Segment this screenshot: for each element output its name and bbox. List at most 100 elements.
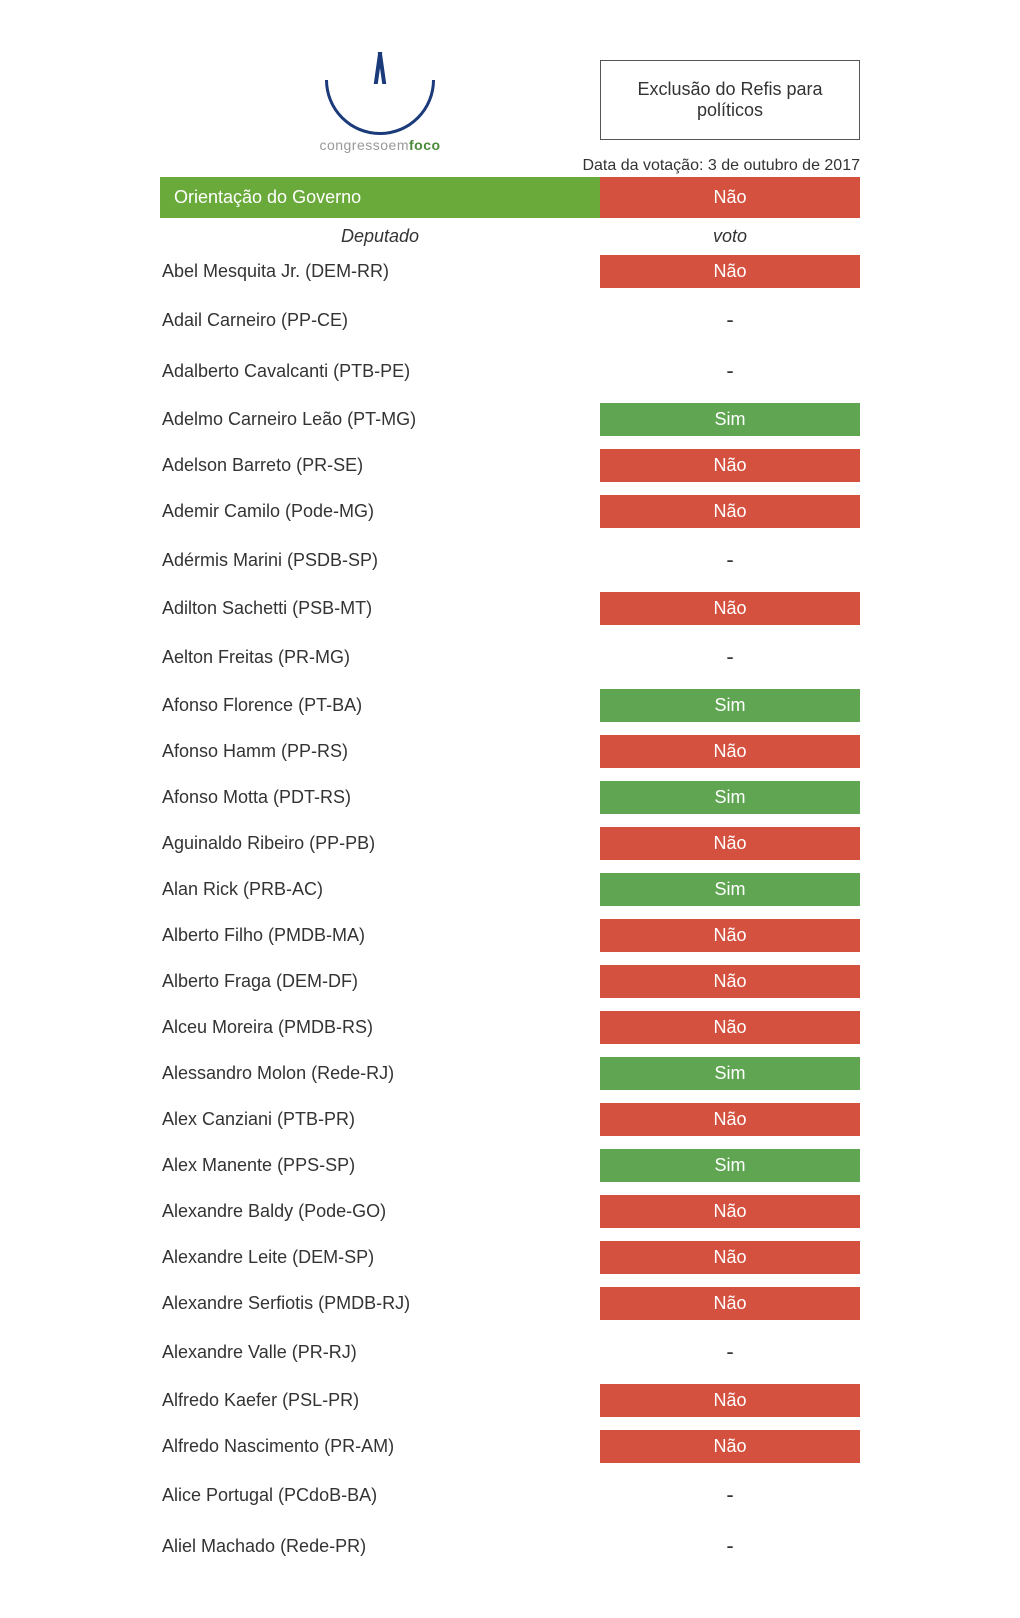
deputy-name: Alice Portugal (PCdoB-BA) — [160, 1485, 600, 1506]
orientation-row: Orientação do Governo Não — [160, 177, 860, 218]
vote-cell: - — [600, 541, 860, 579]
logo-text-plain: congressoem — [319, 137, 409, 153]
deputy-name: Abel Mesquita Jr. (DEM-RR) — [160, 261, 600, 282]
deputy-name: Aguinaldo Ribeiro (PP-PB) — [160, 833, 600, 854]
deputy-name: Adelmo Carneiro Leão (PT-MG) — [160, 409, 600, 430]
vote-cell: Não — [600, 255, 860, 288]
deputy-name: Adelson Barreto (PR-SE) — [160, 455, 600, 476]
title-box: Exclusão do Refis para políticos — [600, 60, 860, 140]
column-header-voto: voto — [600, 226, 860, 247]
deputy-name: Alceu Moreira (PMDB-RS) — [160, 1017, 600, 1038]
table-row: Afonso Motta (PDT-RS)Sim — [160, 781, 860, 814]
deputy-name: Alfredo Nascimento (PR-AM) — [160, 1436, 600, 1457]
logo-text-highlight: foco — [409, 137, 441, 153]
table-row: Alexandre Leite (DEM-SP)Não — [160, 1241, 860, 1274]
vote-cell: Sim — [600, 873, 860, 906]
deputy-name: Adérmis Marini (PSDB-SP) — [160, 550, 600, 571]
vote-cell: Não — [600, 1430, 860, 1463]
deputy-name: Adilton Sachetti (PSB-MT) — [160, 598, 600, 619]
logo: congressoemfoco — [319, 80, 440, 153]
vote-cell: - — [600, 1527, 860, 1565]
table-row: Alan Rick (PRB-AC)Sim — [160, 873, 860, 906]
deputy-name: Alessandro Molon (Rede-RJ) — [160, 1063, 600, 1084]
deputy-name: Alberto Filho (PMDB-MA) — [160, 925, 600, 946]
deputy-name: Alexandre Baldy (Pode-GO) — [160, 1201, 600, 1222]
deputy-name: Alexandre Valle (PR-RJ) — [160, 1342, 600, 1363]
vote-cell: Não — [600, 1011, 860, 1044]
table-row: Adail Carneiro (PP-CE)- — [160, 301, 860, 339]
table-row: Aliel Machado (Rede-PR)- — [160, 1527, 860, 1565]
vote-cell: - — [600, 301, 860, 339]
table-row: Adilton Sachetti (PSB-MT)Não — [160, 592, 860, 625]
column-header-deputado: Deputado — [160, 226, 600, 247]
vote-cell: Não — [600, 1103, 860, 1136]
table-row: Afonso Hamm (PP-RS)Não — [160, 735, 860, 768]
logo-area: congressoemfoco — [160, 60, 600, 153]
vote-cell: Não — [600, 592, 860, 625]
table-row: Alfredo Kaefer (PSL-PR)Não — [160, 1384, 860, 1417]
vote-cell: Não — [600, 449, 860, 482]
deputy-name: Aelton Freitas (PR-MG) — [160, 647, 600, 668]
table-row: Aguinaldo Ribeiro (PP-PB)Não — [160, 827, 860, 860]
deputy-name: Alfredo Kaefer (PSL-PR) — [160, 1390, 600, 1411]
table-row: Alberto Fraga (DEM-DF)Não — [160, 965, 860, 998]
vote-cell: Não — [600, 1384, 860, 1417]
column-headers: Deputado voto — [160, 226, 860, 247]
vote-cell: Não — [600, 495, 860, 528]
table-row: Alessandro Molon (Rede-RJ)Sim — [160, 1057, 860, 1090]
table-row: Adalberto Cavalcanti (PTB-PE)- — [160, 352, 860, 390]
vote-cell: Sim — [600, 1057, 860, 1090]
deputy-name: Aliel Machado (Rede-PR) — [160, 1536, 600, 1557]
deputy-name: Adail Carneiro (PP-CE) — [160, 310, 600, 331]
table-row: Alice Portugal (PCdoB-BA)- — [160, 1476, 860, 1514]
vote-cell: - — [600, 1333, 860, 1371]
deputy-name: Alberto Fraga (DEM-DF) — [160, 971, 600, 992]
header-row: congressoemfoco Exclusão do Refis para p… — [160, 60, 860, 153]
vote-cell: - — [600, 1476, 860, 1514]
vote-date: Data da votação: 3 de outubro de 2017 — [160, 157, 860, 175]
table-row: Alex Manente (PPS-SP)Sim — [160, 1149, 860, 1182]
deputy-name: Ademir Camilo (Pode-MG) — [160, 501, 600, 522]
vote-cell: Não — [600, 1241, 860, 1274]
table-row: Afonso Florence (PT-BA)Sim — [160, 689, 860, 722]
deputy-name: Alex Canziani (PTB-PR) — [160, 1109, 600, 1130]
vote-cell: Não — [600, 735, 860, 768]
deputy-name: Afonso Hamm (PP-RS) — [160, 741, 600, 762]
vote-cell: Não — [600, 919, 860, 952]
table-row: Alexandre Serfiotis (PMDB-RJ)Não — [160, 1287, 860, 1320]
vote-cell: Não — [600, 1195, 860, 1228]
vote-cell: Não — [600, 965, 860, 998]
table-row: Aelton Freitas (PR-MG)- — [160, 638, 860, 676]
vote-cell: - — [600, 638, 860, 676]
deputy-name: Alexandre Serfiotis (PMDB-RJ) — [160, 1293, 600, 1314]
table-row: Ademir Camilo (Pode-MG)Não — [160, 495, 860, 528]
table-row: Adelmo Carneiro Leão (PT-MG)Sim — [160, 403, 860, 436]
table-row: Adelson Barreto (PR-SE)Não — [160, 449, 860, 482]
table-row: Alexandre Valle (PR-RJ)- — [160, 1333, 860, 1371]
deputy-name: Alexandre Leite (DEM-SP) — [160, 1247, 600, 1268]
orientation-vote: Não — [600, 177, 860, 218]
deputy-name: Adalberto Cavalcanti (PTB-PE) — [160, 361, 600, 382]
table-row: Alex Canziani (PTB-PR)Não — [160, 1103, 860, 1136]
vote-cell: - — [600, 352, 860, 390]
rows-container: Abel Mesquita Jr. (DEM-RR)NãoAdail Carne… — [160, 255, 860, 1565]
table-row: Alfredo Nascimento (PR-AM)Não — [160, 1430, 860, 1463]
table-row: Alceu Moreira (PMDB-RS)Não — [160, 1011, 860, 1044]
orientation-label: Orientação do Governo — [160, 177, 600, 218]
vote-cell: Sim — [600, 1149, 860, 1182]
table-row: Adérmis Marini (PSDB-SP)- — [160, 541, 860, 579]
vote-cell: Sim — [600, 689, 860, 722]
vote-cell: Não — [600, 827, 860, 860]
table-row: Alberto Filho (PMDB-MA)Não — [160, 919, 860, 952]
table-row: Abel Mesquita Jr. (DEM-RR)Não — [160, 255, 860, 288]
vote-cell: Sim — [600, 403, 860, 436]
deputy-name: Afonso Florence (PT-BA) — [160, 695, 600, 716]
deputy-name: Afonso Motta (PDT-RS) — [160, 787, 600, 808]
logo-arc-icon — [325, 80, 435, 135]
vote-cell: Sim — [600, 781, 860, 814]
deputy-name: Alan Rick (PRB-AC) — [160, 879, 600, 900]
logo-text: congressoemfoco — [319, 137, 440, 153]
table-row: Alexandre Baldy (Pode-GO)Não — [160, 1195, 860, 1228]
vote-cell: Não — [600, 1287, 860, 1320]
deputy-name: Alex Manente (PPS-SP) — [160, 1155, 600, 1176]
